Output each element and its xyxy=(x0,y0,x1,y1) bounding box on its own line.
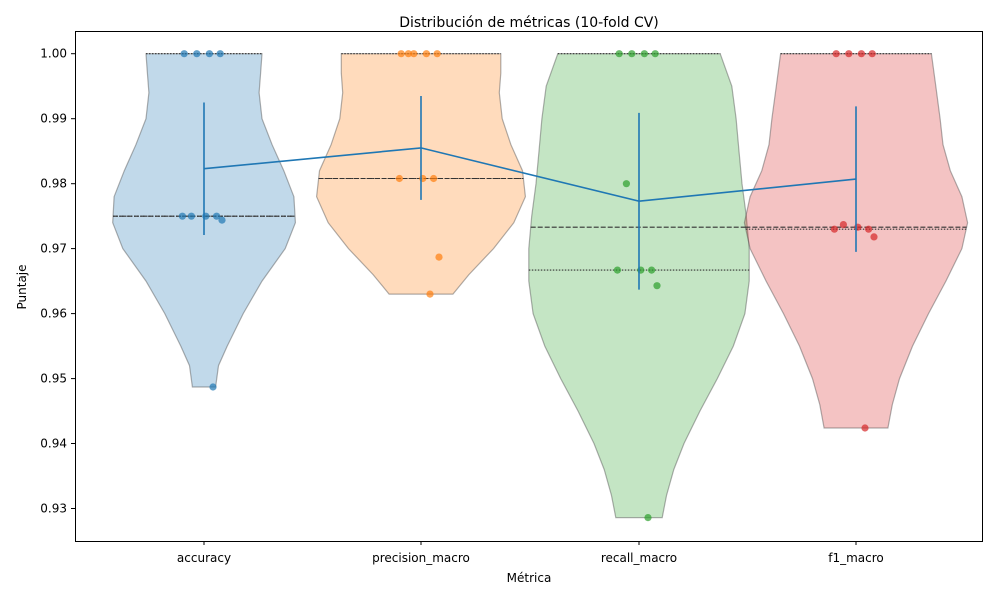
y-tick-label: 0.98 xyxy=(40,177,67,191)
point-f1_macro xyxy=(830,225,839,233)
plot-frame xyxy=(75,31,983,542)
point-accuracy xyxy=(178,212,186,220)
point-precision_macro xyxy=(395,174,403,183)
point-recall_macro xyxy=(615,50,623,58)
point-accuracy xyxy=(216,50,224,58)
point-precision_macro xyxy=(435,253,443,261)
x-tick-label-f1_macro: f1_macro xyxy=(828,551,884,565)
y-axis-label: Puntaje xyxy=(15,264,29,309)
point-f1_macro xyxy=(868,50,876,58)
y-tick-label: 1.00 xyxy=(40,47,67,61)
x-axis-label: Métrica xyxy=(507,571,552,585)
point-accuracy xyxy=(218,216,226,224)
point-precision_macro xyxy=(397,50,405,58)
point-accuracy xyxy=(209,383,217,391)
point-f1_macro xyxy=(845,50,853,58)
x-tick-label-precision_macro: precision_macro xyxy=(372,551,470,565)
point-precision_macro xyxy=(426,290,434,298)
point-f1_macro xyxy=(870,233,878,241)
point-precision_macro xyxy=(433,50,441,58)
mean-line-layer xyxy=(203,96,857,290)
point-recall_macro xyxy=(640,50,649,58)
violins-layer xyxy=(112,53,969,519)
chart-title: Distribución de métricas (10-fold CV) xyxy=(399,15,659,31)
point-recall_macro xyxy=(651,50,659,58)
x-tick-label-accuracy: accuracy xyxy=(177,551,231,565)
y-tick-label: 0.94 xyxy=(40,437,67,451)
point-accuracy xyxy=(213,212,221,220)
point-f1_macro xyxy=(861,424,869,432)
point-recall_macro xyxy=(613,266,622,274)
point-f1_macro xyxy=(832,50,840,58)
point-precision_macro xyxy=(430,174,438,183)
y-tick-label: 0.99 xyxy=(40,112,67,126)
y-tick-label: 0.93 xyxy=(40,502,67,516)
point-recall_macro xyxy=(644,514,652,522)
x-tick-label-recall_macro: recall_macro xyxy=(601,551,677,565)
point-accuracy xyxy=(187,212,195,220)
mean-line xyxy=(203,147,857,203)
point-precision_macro xyxy=(422,50,430,58)
point-recall_macro xyxy=(648,266,656,274)
point-recall_macro xyxy=(628,50,636,58)
y-tick-label: 0.97 xyxy=(40,242,67,256)
point-accuracy xyxy=(205,50,213,58)
x-axis: accuracy precision_macro recall_macro f1_ma… xyxy=(177,541,884,565)
y-axis: 0.93 0.94 0.95 0.96 0.97 0.98 0.99 1.00 xyxy=(40,47,75,516)
point-recall_macro xyxy=(622,180,631,188)
point-accuracy xyxy=(193,50,201,58)
point-precision_macro xyxy=(410,50,418,58)
point-recall_macro xyxy=(653,282,661,290)
point-f1_macro xyxy=(865,225,873,233)
point-accuracy xyxy=(180,50,188,58)
y-tick-label: 0.96 xyxy=(40,307,67,321)
points-layer xyxy=(178,50,878,522)
y-tick-label: 0.95 xyxy=(40,372,67,386)
point-f1_macro xyxy=(857,50,866,58)
point-precision_macro xyxy=(404,50,412,58)
point-f1_macro xyxy=(839,221,848,229)
